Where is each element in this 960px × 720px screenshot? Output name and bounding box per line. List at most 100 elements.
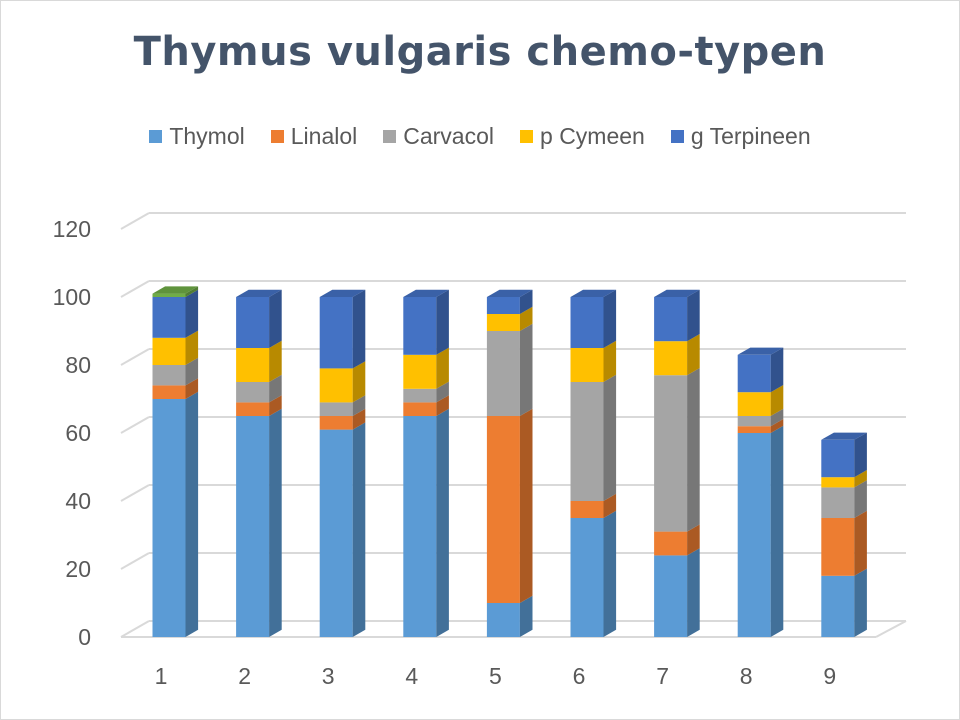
bar-segment-side bbox=[269, 374, 282, 403]
x-tick-label: 7 bbox=[656, 663, 669, 689]
bar-stack bbox=[737, 347, 784, 637]
legend-item: Linalol bbox=[270, 123, 357, 150]
bar-segment bbox=[486, 297, 520, 314]
bar-segment bbox=[236, 297, 270, 348]
bar-top bbox=[403, 289, 449, 297]
bar-segment-side bbox=[687, 289, 700, 342]
bar-segment bbox=[319, 402, 353, 416]
bar-segment-side bbox=[269, 395, 282, 416]
x-tick-label: 8 bbox=[740, 663, 753, 689]
bar-segment-side bbox=[436, 347, 449, 389]
gridline-depth bbox=[120, 484, 150, 502]
bar-segment bbox=[737, 392, 771, 416]
gridline-depth bbox=[120, 212, 150, 230]
y-tick-label: 20 bbox=[65, 556, 91, 582]
bar-segment-side bbox=[269, 289, 282, 348]
bar-segment bbox=[486, 416, 520, 603]
bar-segment bbox=[737, 416, 771, 427]
bar-stack bbox=[403, 289, 449, 637]
legend-swatch bbox=[383, 130, 397, 143]
bar-segment-side bbox=[185, 289, 199, 338]
bar-segment bbox=[821, 575, 855, 637]
bar-segment-side bbox=[436, 408, 449, 637]
bar-segment-side bbox=[687, 548, 700, 637]
bar-segment-side bbox=[519, 595, 533, 637]
bar-segment-side bbox=[185, 357, 199, 386]
gridline-depth bbox=[120, 552, 150, 570]
bar-stack bbox=[654, 289, 700, 637]
bar-segment bbox=[319, 297, 353, 369]
x-tick-label: 6 bbox=[573, 663, 586, 689]
bar-segment-side bbox=[603, 374, 617, 501]
bar-segment bbox=[236, 382, 270, 403]
bar-segment-side bbox=[352, 422, 366, 637]
bar-segment-side bbox=[770, 347, 784, 393]
bar-segment-side bbox=[436, 289, 449, 355]
bar-stack bbox=[152, 286, 199, 637]
legend-label: p Cymeen bbox=[540, 123, 645, 149]
bar-stack bbox=[319, 289, 366, 637]
bar-top bbox=[486, 289, 533, 297]
bar-segment bbox=[570, 348, 604, 382]
bar-segment bbox=[152, 399, 186, 637]
bar-segment-side bbox=[603, 289, 617, 348]
bar-top bbox=[570, 289, 617, 297]
x-tick-label: 3 bbox=[322, 663, 335, 689]
bar-segment bbox=[821, 518, 855, 576]
bar-segment-side bbox=[185, 286, 199, 297]
legend-swatch bbox=[520, 130, 534, 143]
bar-segment-side bbox=[854, 480, 867, 518]
y-tick-label: 0 bbox=[78, 624, 91, 650]
bar-segment-side bbox=[603, 510, 617, 637]
bar-segment-side bbox=[519, 306, 533, 331]
bar-segment-side bbox=[687, 524, 700, 556]
bar-segment bbox=[152, 297, 186, 338]
bar-segment-side bbox=[352, 361, 366, 403]
bar-segment-side bbox=[603, 493, 617, 518]
bar-segment bbox=[654, 341, 688, 376]
bar-segment bbox=[152, 293, 186, 297]
bar-segment bbox=[319, 429, 353, 637]
chart-title: Thymus vulgaris chemo-typen bbox=[133, 29, 827, 75]
bar-segment-side bbox=[687, 334, 700, 376]
bar-segment bbox=[570, 297, 604, 348]
bar-segment-side bbox=[603, 340, 617, 382]
bar-segment bbox=[821, 477, 855, 488]
bar-segment-side bbox=[519, 408, 533, 603]
bar-segment bbox=[486, 603, 520, 637]
x-tick-label: 9 bbox=[823, 663, 836, 689]
legend: Thymol Linalol Carvacol p Cymeen g Terpineen bbox=[1, 123, 959, 150]
legend-item: Thymol bbox=[149, 123, 245, 150]
bar-segment bbox=[486, 331, 520, 416]
bar-segment-side bbox=[770, 419, 784, 433]
bar-top bbox=[821, 432, 867, 440]
bar-segment bbox=[737, 426, 771, 433]
bar-segment bbox=[654, 375, 688, 532]
bar-segment-side bbox=[352, 289, 366, 369]
x-tick-label: 1 bbox=[155, 663, 168, 689]
bar-segment bbox=[654, 555, 688, 637]
bar-segment bbox=[403, 416, 437, 637]
bar-top bbox=[737, 347, 784, 355]
bar-segment-side bbox=[854, 568, 867, 637]
bar-segment bbox=[654, 531, 688, 556]
bar-segment-side bbox=[854, 432, 867, 478]
bar-stack bbox=[570, 289, 617, 637]
y-tick-label: 120 bbox=[53, 216, 91, 242]
legend-swatch bbox=[149, 130, 163, 143]
bar-segment bbox=[570, 382, 604, 501]
y-tick-label: 100 bbox=[53, 284, 91, 310]
bar-segment-side bbox=[519, 323, 533, 416]
x-tick-label: 4 bbox=[405, 663, 418, 689]
bar-segment-side bbox=[436, 381, 449, 403]
bar-segment-side bbox=[352, 408, 366, 430]
bar-segment bbox=[236, 402, 270, 416]
bar-segment-side bbox=[854, 510, 867, 576]
bar-segment bbox=[236, 348, 270, 382]
bar-top bbox=[152, 286, 199, 294]
bar-segment bbox=[152, 337, 186, 365]
legend-swatch bbox=[670, 130, 684, 143]
bar-stack bbox=[236, 289, 282, 637]
legend-swatch bbox=[270, 130, 284, 143]
